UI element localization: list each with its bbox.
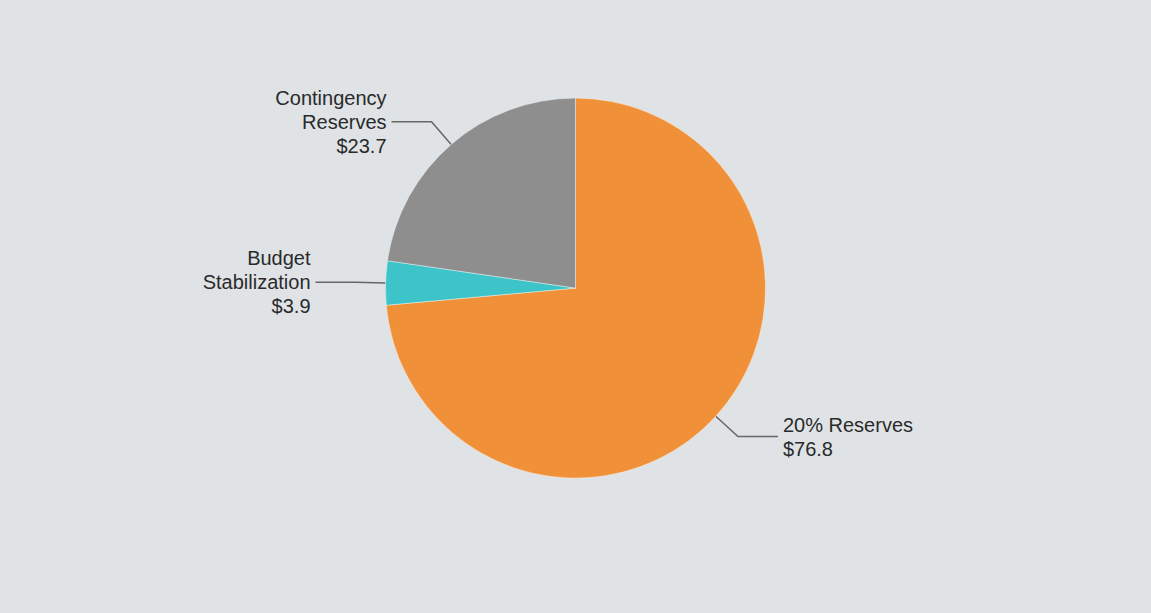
svg-text:$3.9: $3.9 bbox=[272, 295, 311, 317]
svg-text:20% Reserves: 20% Reserves bbox=[783, 414, 913, 436]
svg-text:Contingency: Contingency bbox=[275, 87, 386, 109]
svg-text:Stabilization: Stabilization bbox=[203, 271, 311, 293]
svg-text:$76.8: $76.8 bbox=[783, 438, 833, 460]
svg-text:Reserves: Reserves bbox=[302, 111, 386, 133]
svg-text:$23.7: $23.7 bbox=[336, 135, 386, 157]
svg-text:Budget: Budget bbox=[247, 247, 311, 269]
